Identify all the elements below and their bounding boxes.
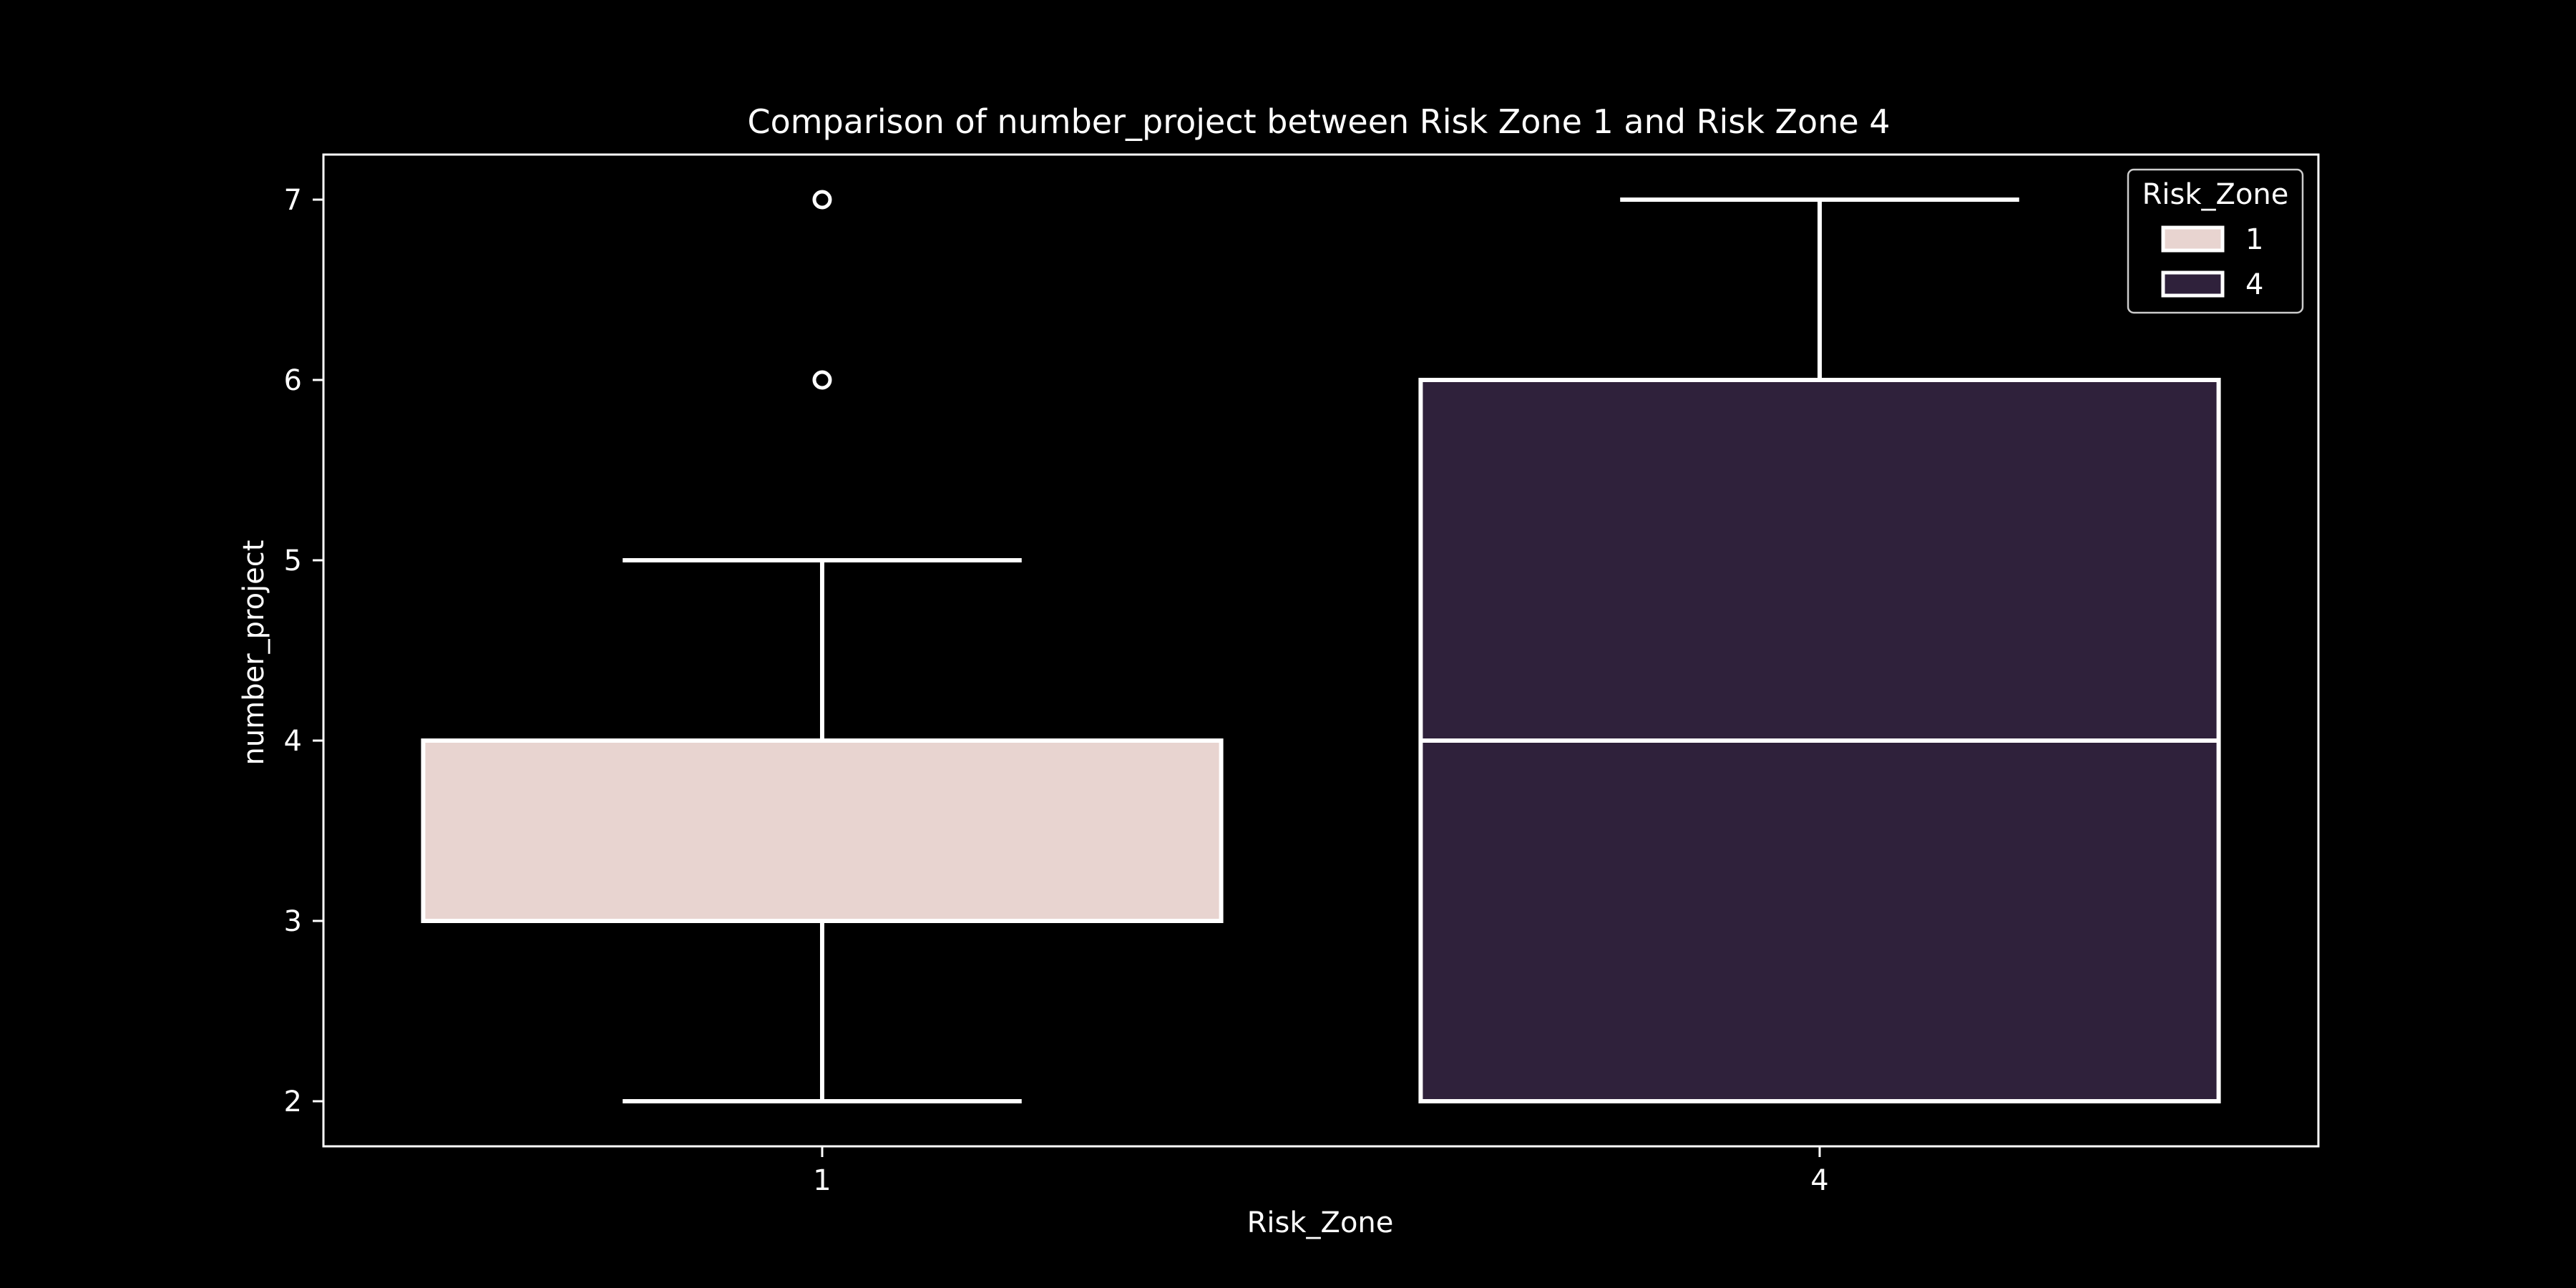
outlier-point [812, 370, 832, 390]
y-tick-label: 3 [284, 905, 302, 938]
y-tick-label: 2 [284, 1085, 302, 1118]
outlier-point [812, 190, 832, 210]
y-tick-label: 4 [284, 725, 302, 758]
legend: Risk_Zone 14 [2127, 168, 2304, 314]
y-axis-label: number_project [238, 540, 270, 766]
y-tick-label: 6 [284, 364, 302, 397]
chart-title: Comparison of number_project between Ris… [747, 102, 1890, 141]
plot-frame [322, 153, 2320, 1148]
boxes-layer [421, 190, 2221, 1103]
box-group-4 [1418, 197, 2221, 1103]
legend-label-4: 4 [2245, 268, 2263, 301]
box-group-1 [421, 190, 1224, 1103]
box-body [421, 738, 1224, 923]
y-tick-label: 7 [284, 184, 302, 217]
x-axis-label: Risk_Zone [1247, 1206, 1394, 1239]
y-axis: 2 3 4 5 6 7 [284, 184, 323, 1118]
legend-swatch-1 [2161, 225, 2225, 253]
legend-swatch-4 [2161, 270, 2225, 298]
legend-label-1: 1 [2245, 223, 2263, 256]
legend-title: Risk_Zone [2142, 178, 2289, 211]
y-tick-label: 5 [284, 545, 302, 577]
x-tick-label: 4 [1810, 1164, 1828, 1197]
x-tick-label: 1 [813, 1164, 831, 1197]
legend-entries: 14 [2161, 223, 2263, 301]
